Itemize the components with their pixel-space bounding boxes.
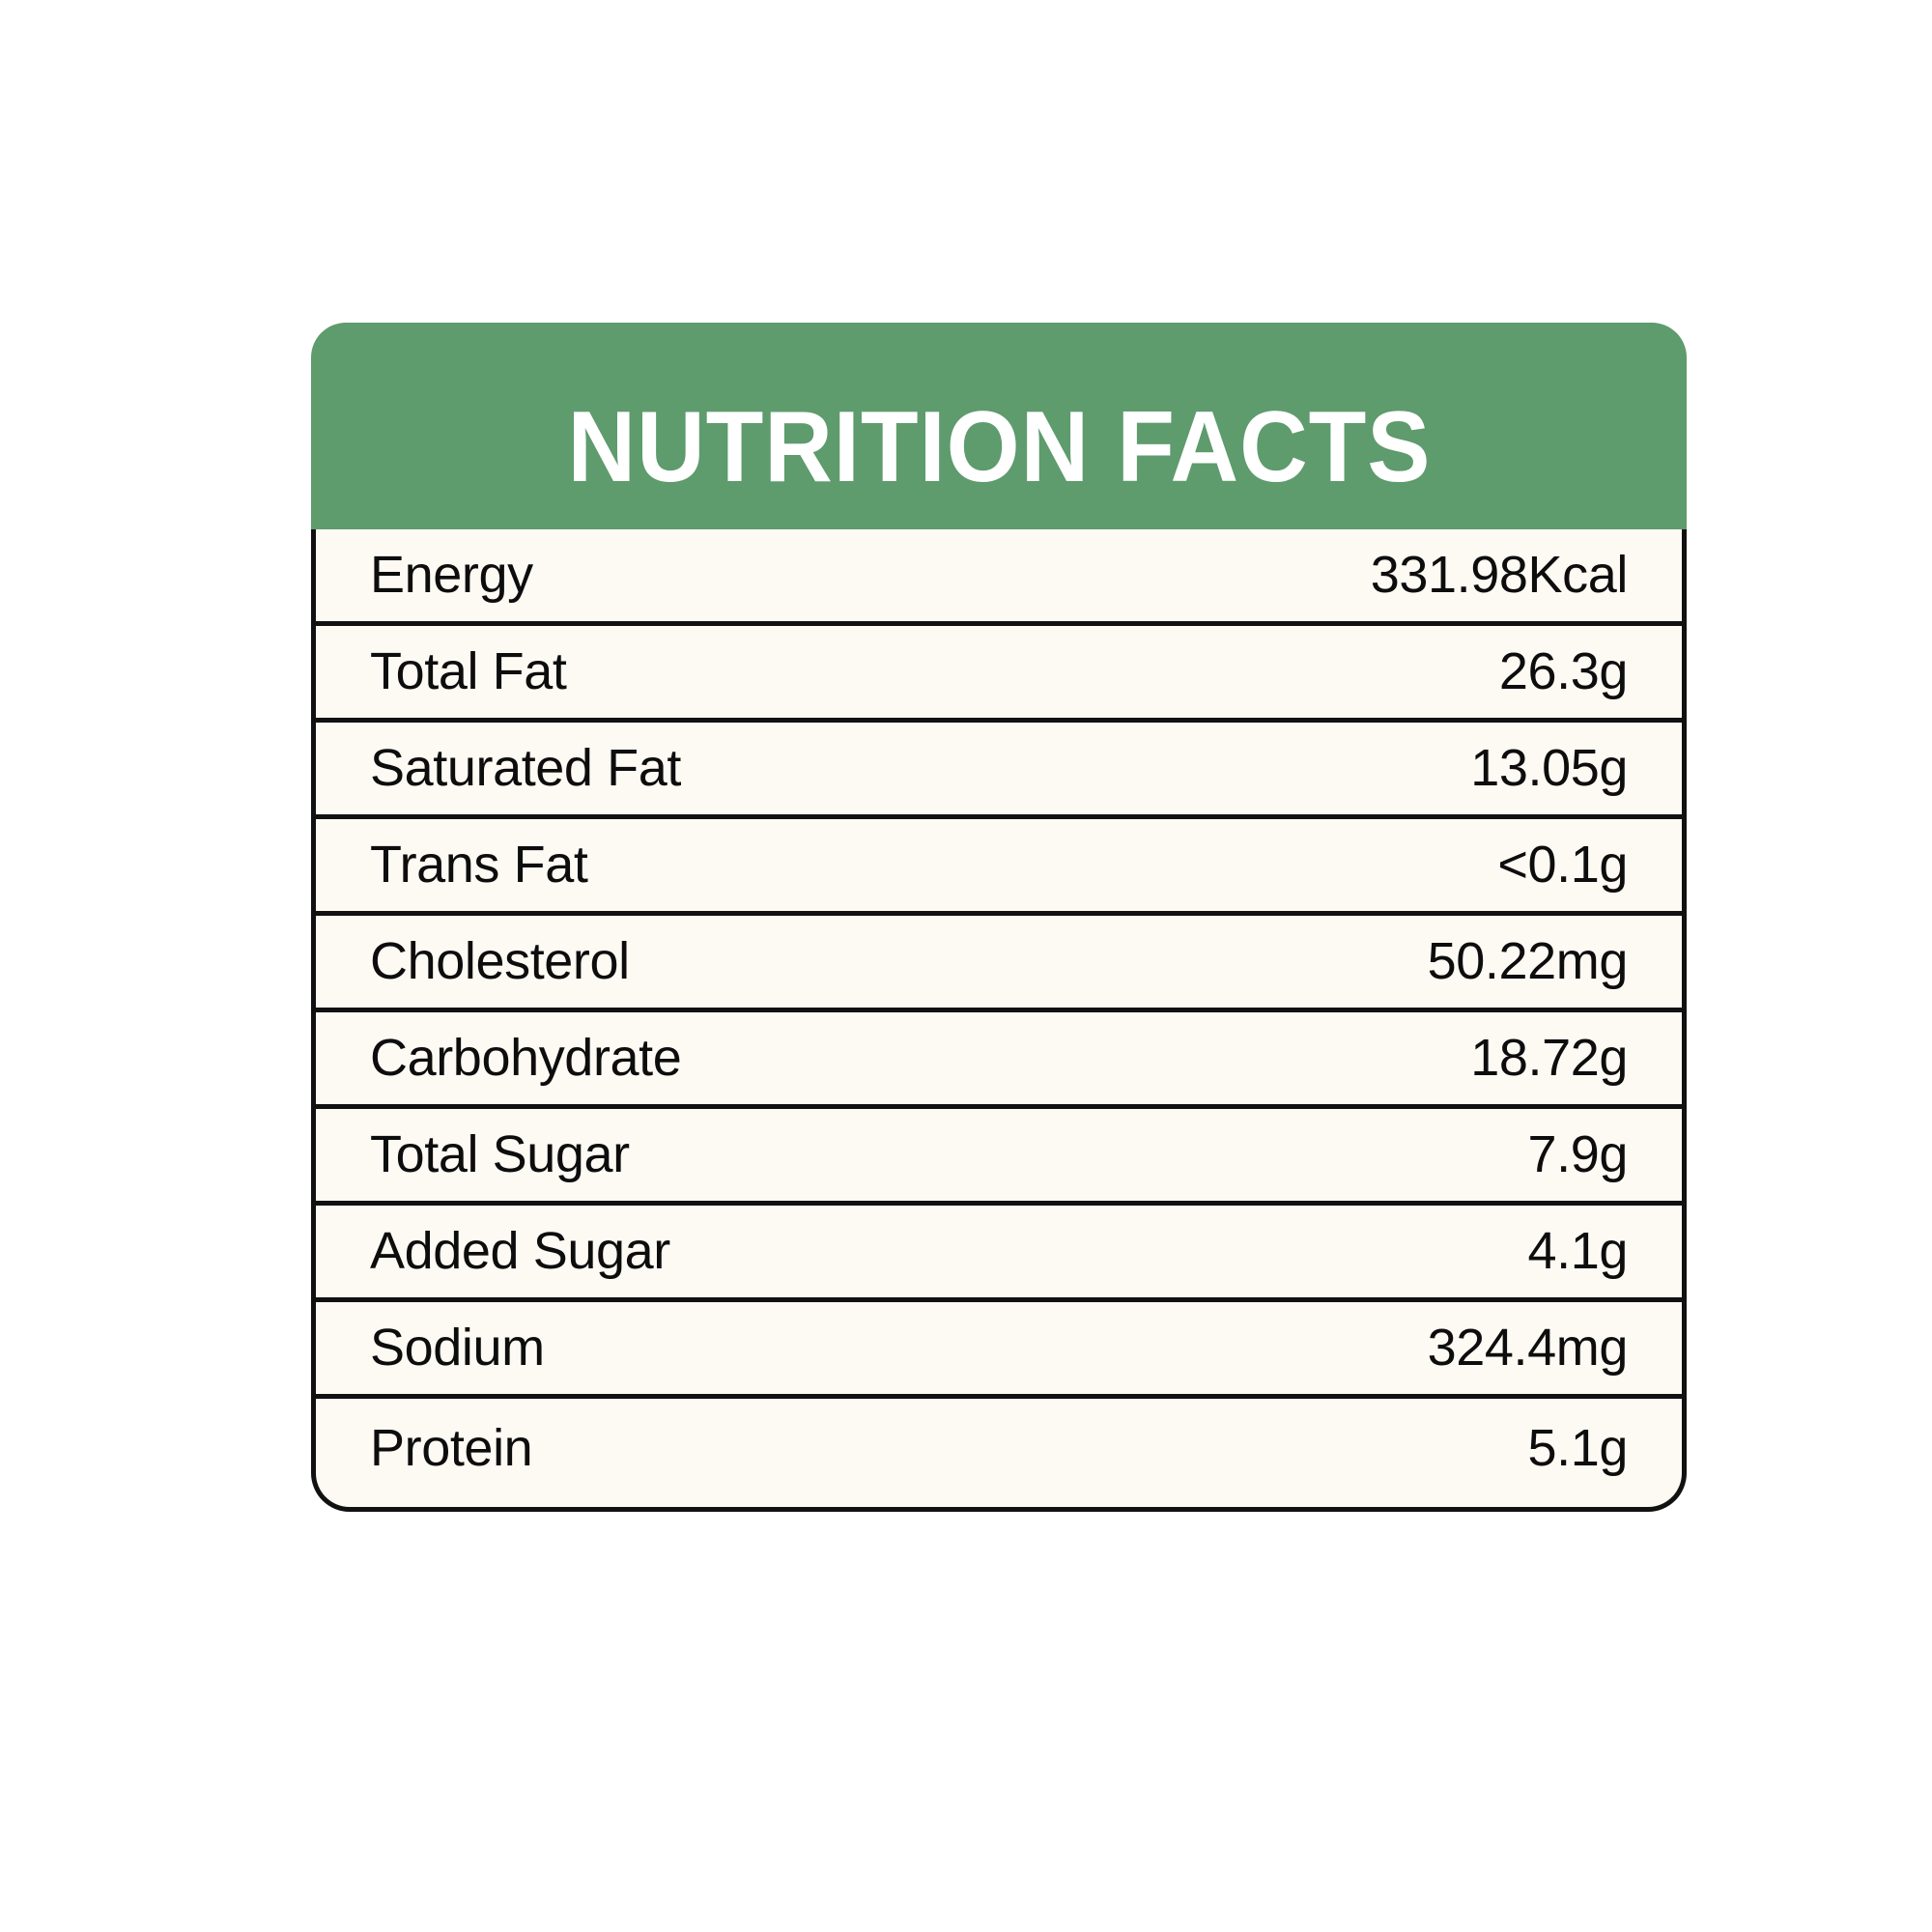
nutrient-value-cholesterol: 50.22mg (1427, 932, 1629, 991)
nutrition-facts-header: NUTRITION FACTS (311, 323, 1687, 529)
nutrient-label-added-sugar: Added Sugar (370, 1222, 670, 1281)
table-row: Trans Fat <0.1g (316, 819, 1682, 916)
nutrient-value-added-sugar: 4.1g (1527, 1222, 1629, 1281)
table-row: Saturated Fat 13.05g (316, 723, 1682, 819)
nutrient-value-total-fat: 26.3g (1498, 642, 1629, 701)
table-row: Carbohydrate 18.72g (316, 1012, 1682, 1109)
nutrient-label-total-sugar: Total Sugar (370, 1125, 630, 1184)
nutrient-label-energy: Energy (370, 546, 533, 605)
nutrient-label-sodium: Sodium (370, 1319, 545, 1378)
nutrient-value-total-sugar: 7.9g (1527, 1125, 1629, 1184)
nutrient-value-sodium: 324.4mg (1427, 1319, 1629, 1378)
table-row: Total Fat 26.3g (316, 626, 1682, 723)
nutrient-value-energy: 331.98Kcal (1370, 546, 1629, 605)
table-row: Sodium 324.4mg (316, 1302, 1682, 1399)
table-row: Cholesterol 50.22mg (316, 916, 1682, 1012)
table-row: Energy 331.98Kcal (316, 529, 1682, 626)
table-row: Added Sugar 4.1g (316, 1206, 1682, 1302)
nutrient-label-cholesterol: Cholesterol (370, 932, 630, 991)
nutrition-facts-card: NUTRITION FACTS Energy 331.98Kcal Total … (311, 323, 1687, 1512)
nutrient-label-trans-fat: Trans Fat (370, 836, 588, 895)
page-title: NUTRITION FACTS (567, 391, 1431, 503)
nutrient-label-total-fat: Total Fat (370, 642, 567, 701)
nutrient-value-saturated-fat: 13.05g (1470, 739, 1628, 798)
nutrient-label-protein: Protein (370, 1418, 533, 1477)
nutrient-value-protein: 5.1g (1527, 1418, 1629, 1477)
nutrient-value-carbohydrate: 18.72g (1470, 1029, 1628, 1088)
table-row: Total Sugar 7.9g (316, 1109, 1682, 1206)
nutrient-label-saturated-fat: Saturated Fat (370, 739, 681, 798)
nutrient-value-trans-fat: <0.1g (1497, 836, 1628, 895)
nutrition-facts-table: Energy 331.98Kcal Total Fat 26.3g Satura… (311, 529, 1687, 1512)
table-row: Protein 5.1g (316, 1399, 1682, 1507)
nutrient-label-carbohydrate: Carbohydrate (370, 1029, 682, 1088)
